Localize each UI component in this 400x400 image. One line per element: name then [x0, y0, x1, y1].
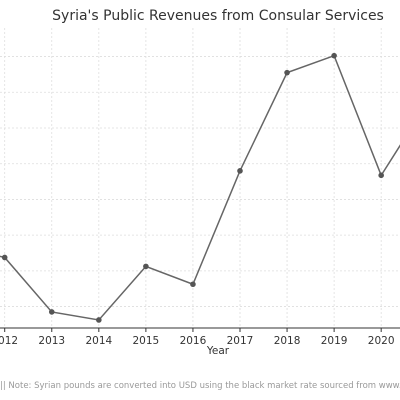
x-tick-label: 2017	[227, 335, 254, 347]
x-tick-label: 2018	[274, 335, 301, 347]
data-point	[1, 254, 8, 261]
x-tick-label: 2012	[0, 335, 18, 347]
x-tick-label: 2020	[368, 335, 395, 347]
data-point	[284, 69, 290, 76]
data-point	[143, 263, 149, 270]
data-point	[378, 172, 384, 179]
x-tick-label: 2014	[85, 335, 112, 347]
x-tick-label: 2019	[321, 335, 348, 347]
x-axis-label: Year	[206, 345, 230, 357]
series-line	[0, 54, 400, 321]
x-ticks: 2012 2013 2014 2015 2016 2017 2018 2019 2020	[0, 328, 395, 347]
series-group	[0, 52, 400, 323]
footnote: || Note: Syrian pounds are converted int…	[0, 381, 400, 391]
grid	[0, 28, 400, 328]
x-tick-label: 2016	[180, 335, 207, 347]
data-point	[331, 52, 337, 59]
data-point	[96, 317, 102, 323]
data-point	[237, 168, 243, 174]
data-point	[190, 281, 196, 288]
data-point	[48, 309, 55, 315]
x-tick-label: 2015	[133, 335, 160, 347]
chart-title: Syria's Public Revenues from Consular Se…	[52, 8, 384, 24]
x-tick-label: 2013	[38, 335, 65, 347]
